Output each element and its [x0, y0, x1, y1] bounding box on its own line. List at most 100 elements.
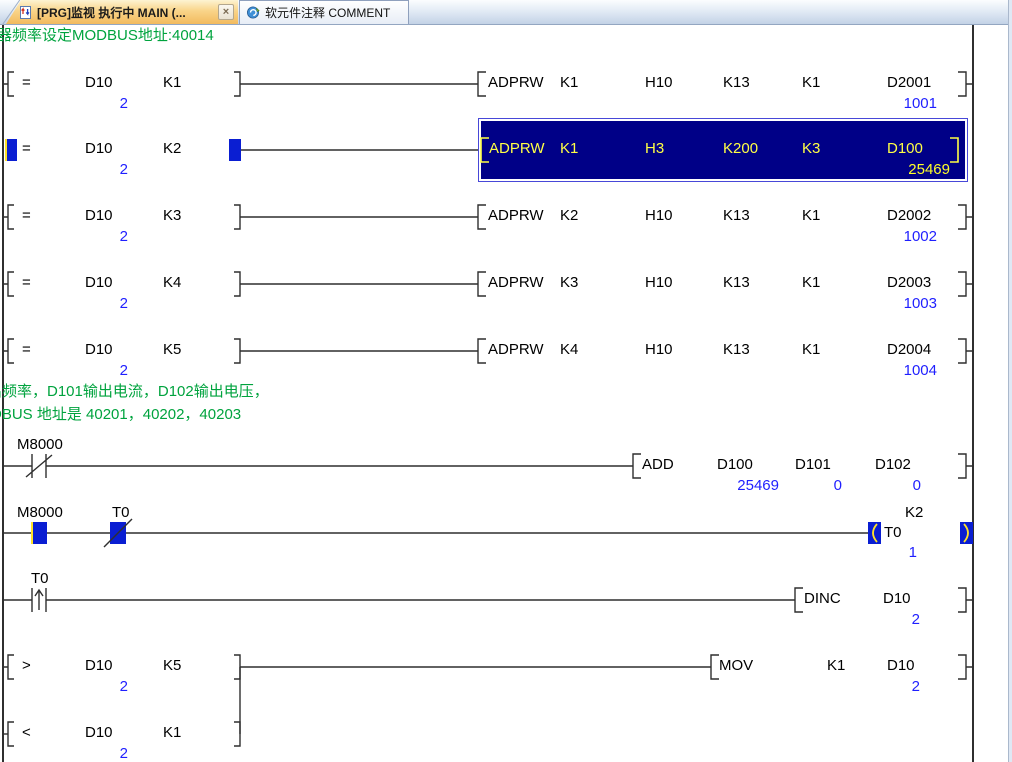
add-param1[interactable]: D100 [717, 456, 753, 473]
tab-prg-main[interactable]: [PRG]监视 执行中 MAIN (... × [6, 0, 238, 24]
timer-contact2-label[interactable]: T0 [112, 504, 130, 521]
r2-param2[interactable]: H3 [645, 140, 665, 157]
rung3-instruction-brackets[interactable] [477, 204, 967, 230]
add-instruction[interactable]: ADD [642, 456, 674, 473]
r1-compare-op[interactable]: = [22, 74, 31, 91]
mov-compare-op[interactable]: > [22, 657, 31, 674]
mov-param1[interactable]: K1 [827, 657, 846, 674]
r4-source1-monitor: 2 [119, 295, 128, 312]
r1-param4[interactable]: K1 [802, 74, 821, 91]
r2-compare-op[interactable]: = [22, 140, 31, 157]
mov-source1[interactable]: D10 [85, 657, 113, 674]
r3-param1[interactable]: K2 [560, 207, 579, 224]
r4-param4[interactable]: K1 [802, 274, 821, 291]
rung-comment-modbus-40201[interactable]: DBUS 地址是 40201，40202，40203 [0, 406, 242, 423]
r2-instruction[interactable]: ADPRW [489, 140, 545, 157]
add-param2[interactable]: D101 [795, 456, 831, 473]
r2-source2[interactable]: K2 [163, 140, 182, 157]
add-contact-label[interactable]: M8000 [17, 436, 63, 453]
r4-instruction[interactable]: ADPRW [488, 274, 544, 291]
r1-instruction[interactable]: ADPRW [488, 74, 544, 91]
r2-param5[interactable]: D100 [887, 140, 923, 157]
mov-rung-wire [3, 666, 973, 734]
selected-instruction-block[interactable] [478, 118, 968, 182]
mov-instruction[interactable]: MOV [719, 657, 754, 674]
r5-source2[interactable]: K5 [163, 341, 182, 358]
r4-param5[interactable]: D2003 [887, 274, 932, 291]
rung1-compare-contact[interactable] [7, 71, 241, 97]
rung5-instruction-brackets[interactable] [477, 338, 967, 364]
r4-param3[interactable]: K13 [723, 274, 750, 291]
r3-source2[interactable]: K3 [163, 207, 182, 224]
r4-source1[interactable]: D10 [85, 274, 113, 291]
r3-source1[interactable]: D10 [85, 207, 113, 224]
r5-param2[interactable]: H10 [645, 341, 673, 358]
r3-compare-op[interactable]: = [22, 207, 31, 224]
r2-param1[interactable]: K1 [560, 140, 579, 157]
add-param3-monitor: 0 [912, 477, 921, 494]
t0-pulse-contact[interactable] [31, 588, 47, 612]
lt-compare-op[interactable]: < [22, 724, 31, 741]
ladder-editor[interactable]: 器频率设定MODBUS地址:40014 出频率，D101输出电流，D102输出电… [0, 25, 1012, 762]
r2-param4[interactable]: K3 [802, 140, 821, 157]
dinc-param1[interactable]: D10 [883, 590, 911, 607]
dinc-instruction-brackets[interactable] [794, 587, 967, 613]
r4-compare-op[interactable]: = [22, 274, 31, 291]
rung5-compare-contact[interactable] [7, 338, 241, 364]
tab-close-icon[interactable]: × [218, 4, 234, 20]
r1-param2[interactable]: H10 [645, 74, 673, 91]
ladder-wiring [2, 25, 974, 762]
r5-instruction[interactable]: ADPRW [488, 341, 544, 358]
r2-param5-monitor: 25469 [908, 161, 950, 178]
m8000-nc-contact[interactable] [25, 454, 53, 478]
dinc-contact-label[interactable]: T0 [31, 570, 49, 587]
r5-compare-op[interactable]: = [22, 341, 31, 358]
r1-param1[interactable]: K1 [560, 74, 579, 91]
add-param3[interactable]: D102 [875, 456, 911, 473]
r3-param5[interactable]: D2002 [887, 207, 932, 224]
rung3-compare-contact[interactable] [7, 204, 241, 230]
r3-param2[interactable]: H10 [645, 207, 673, 224]
rung1-instruction-brackets[interactable] [477, 71, 967, 97]
r5-param4[interactable]: K1 [802, 341, 821, 358]
tab-device-comment[interactable]: 软元件注释 COMMENT [239, 0, 409, 24]
r4-param1[interactable]: K3 [560, 274, 579, 291]
lt-compare-contact[interactable] [7, 721, 241, 747]
rung2-contact-cursors[interactable] [5, 139, 241, 161]
timer-energized-contacts[interactable] [31, 518, 133, 548]
r1-param3[interactable]: K13 [723, 74, 750, 91]
r4-source2[interactable]: K4 [163, 274, 182, 291]
t0-coil[interactable] [868, 522, 973, 544]
timer-coil-label[interactable]: T0 [884, 524, 902, 541]
r1-param5-monitor: 1001 [903, 95, 937, 112]
r3-param3[interactable]: K13 [723, 207, 750, 224]
r5-source1[interactable]: D10 [85, 341, 113, 358]
r5-param3[interactable]: K13 [723, 341, 750, 358]
r5-param1[interactable]: K4 [560, 341, 579, 358]
r1-source2[interactable]: K1 [163, 74, 182, 91]
r3-param4[interactable]: K1 [802, 207, 821, 224]
rung4-instruction-brackets[interactable] [477, 271, 967, 297]
r1-source1[interactable]: D10 [85, 74, 113, 91]
dinc-instruction[interactable]: DINC [804, 590, 841, 607]
r1-param5[interactable]: D2001 [887, 74, 932, 91]
dinc-param1-monitor: 2 [911, 611, 920, 628]
r5-param5[interactable]: D2004 [887, 341, 932, 358]
r2-source1[interactable]: D10 [85, 140, 113, 157]
mov-param2[interactable]: D10 [887, 657, 915, 674]
mov-source2[interactable]: K5 [163, 657, 182, 674]
gt-compare-contact[interactable] [7, 654, 241, 680]
rung-comment-outputs[interactable]: 出频率，D101输出电流，D102输出电压， [0, 383, 269, 400]
timer-contact1-label[interactable]: M8000 [17, 504, 63, 521]
rung-comment-modbus-40014[interactable]: 器频率设定MODBUS地址:40014 [0, 27, 214, 44]
r4-param2[interactable]: H10 [645, 274, 673, 291]
lt-source1[interactable]: D10 [85, 724, 113, 741]
timer-preset[interactable]: K2 [905, 504, 924, 521]
rung4-compare-contact[interactable] [7, 271, 241, 297]
mov-instruction-brackets[interactable] [710, 654, 967, 680]
add-instruction-brackets[interactable] [632, 453, 967, 479]
r3-instruction[interactable]: ADPRW [488, 207, 544, 224]
lt-source2[interactable]: K1 [163, 724, 182, 741]
r2-param3[interactable]: K200 [723, 140, 759, 157]
